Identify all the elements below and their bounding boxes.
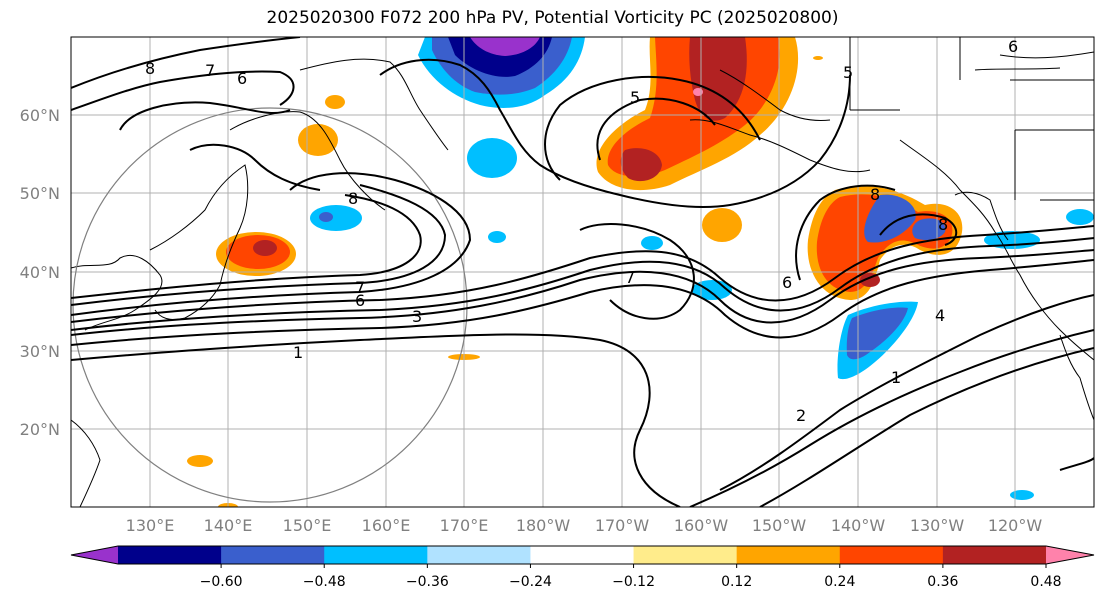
colorbar-cell [427,546,531,564]
contour-label: 4 [935,306,945,325]
contour-label: 7 [355,278,365,297]
lat-label: 60°N [20,106,60,125]
lon-label: 140°W [831,516,886,535]
colorbar-cell [324,546,428,564]
lon-label: 150°E [283,516,332,535]
contour-label: 8 [870,185,880,204]
colorbar-outline [70,545,1095,565]
colorbar-tick-label: 0.48 [1030,574,1061,590]
negative-anomaly-area [846,307,908,360]
contour-label: 7 [625,268,635,287]
negative-anomaly-area [470,37,540,56]
positive-anomaly-area [298,124,338,156]
map-title: 2025020300 F072 200 hPa PV, Potential Vo… [266,8,839,28]
lon-label: 140°E [204,516,253,535]
contour-label: 6 [237,69,247,88]
colorbar-cell [736,546,841,564]
negative-anomaly-area [864,194,916,243]
negative-anomaly-area [1066,209,1094,225]
longitude-axis: 130°E 140°E 150°E 160°E 170°E 180°W 170°… [126,516,1043,535]
contour-label: 6 [782,273,792,292]
lon-label: 170°E [440,516,489,535]
lon-label: 130°W [910,516,965,535]
lon-label: 180°W [516,516,571,535]
lon-label: 160°E [362,516,411,535]
contour-label: 5 [843,63,853,82]
lat-label: 30°N [20,342,60,361]
contour-label: 6 [355,291,365,310]
lon-label: 150°W [752,516,807,535]
colorbar-tick-label: −0.24 [509,574,552,590]
colorbar-ticks: −0.60 −0.48 −0.36 −0.24 −0.12 0.12 0.24 0.36 0.4… [200,564,1062,590]
negative-anomaly-area [319,212,333,222]
negative-anomaly-area [467,138,517,178]
colorbar-extend-low [71,546,118,564]
lon-label: 120°W [988,516,1043,535]
map-frame [70,36,1095,508]
negative-anomaly-area [1010,490,1034,500]
lat-label: 20°N [20,420,60,439]
colorbar-extend-high [1046,546,1094,564]
colorbar-cells [118,546,1047,564]
lon-label: 170°W [595,516,650,535]
colorbar-tick-label: −0.48 [303,574,346,590]
contour-label: 5 [630,88,640,107]
contour-label: 8 [938,215,948,234]
lat-label: 50°N [20,184,60,203]
contour-label: 1 [293,343,303,362]
lat-label: 40°N [20,263,60,282]
lon-label: 160°W [674,516,729,535]
positive-anomaly-area [689,37,747,121]
colorbar-cell [118,546,222,564]
contour-label: 2 [796,406,806,425]
colorbar-tick-label: 0.12 [721,574,752,590]
colorbar-tick-label: 0.36 [927,574,958,590]
colorbar-cell [221,546,325,564]
contour-label: 8 [348,189,358,208]
colorbar-cell [633,546,738,564]
contour-label: 1 [891,368,901,387]
positive-anomaly-area [702,208,742,242]
colorbar-tick-label: 0.24 [824,574,855,590]
positive-anomaly-area [187,455,213,467]
contour-label: 6 [1008,37,1018,56]
colorbar-cell [942,546,1047,564]
colorbar-tick-label: −0.36 [406,574,449,590]
pv-contours [71,37,1094,507]
lon-label: 130°E [126,516,175,535]
positive-anomaly-area [620,148,662,182]
latitude-axis: 60°N 50°N 40°N 30°N 20°N [20,106,60,439]
negative-anomaly-area [488,231,506,243]
positive-anomaly-area [253,240,277,256]
colorbar-tick-label: −0.12 [612,574,655,590]
colorbar-cell [530,546,635,564]
negative-anomaly-area [310,205,362,231]
colorbar: −0.60 −0.48 −0.36 −0.24 −0.12 0.12 0.24 0.36 0.4… [70,545,1095,590]
contour-label: 8 [145,59,155,78]
positive-anomaly-area [813,56,823,60]
colorbar-tick-label: −0.60 [200,574,243,590]
contour-label: 7 [205,61,215,80]
positive-anomaly-area [325,95,345,109]
colorbar-cell [839,546,944,564]
graticule [71,37,1094,507]
contour-label: 3 [412,307,422,326]
negative-anomaly-area [641,236,663,250]
contour-label-group: 8 7 6 5 8 7 6 3 1 7 6 5 8 8 4 1 2 6 [145,37,1018,425]
